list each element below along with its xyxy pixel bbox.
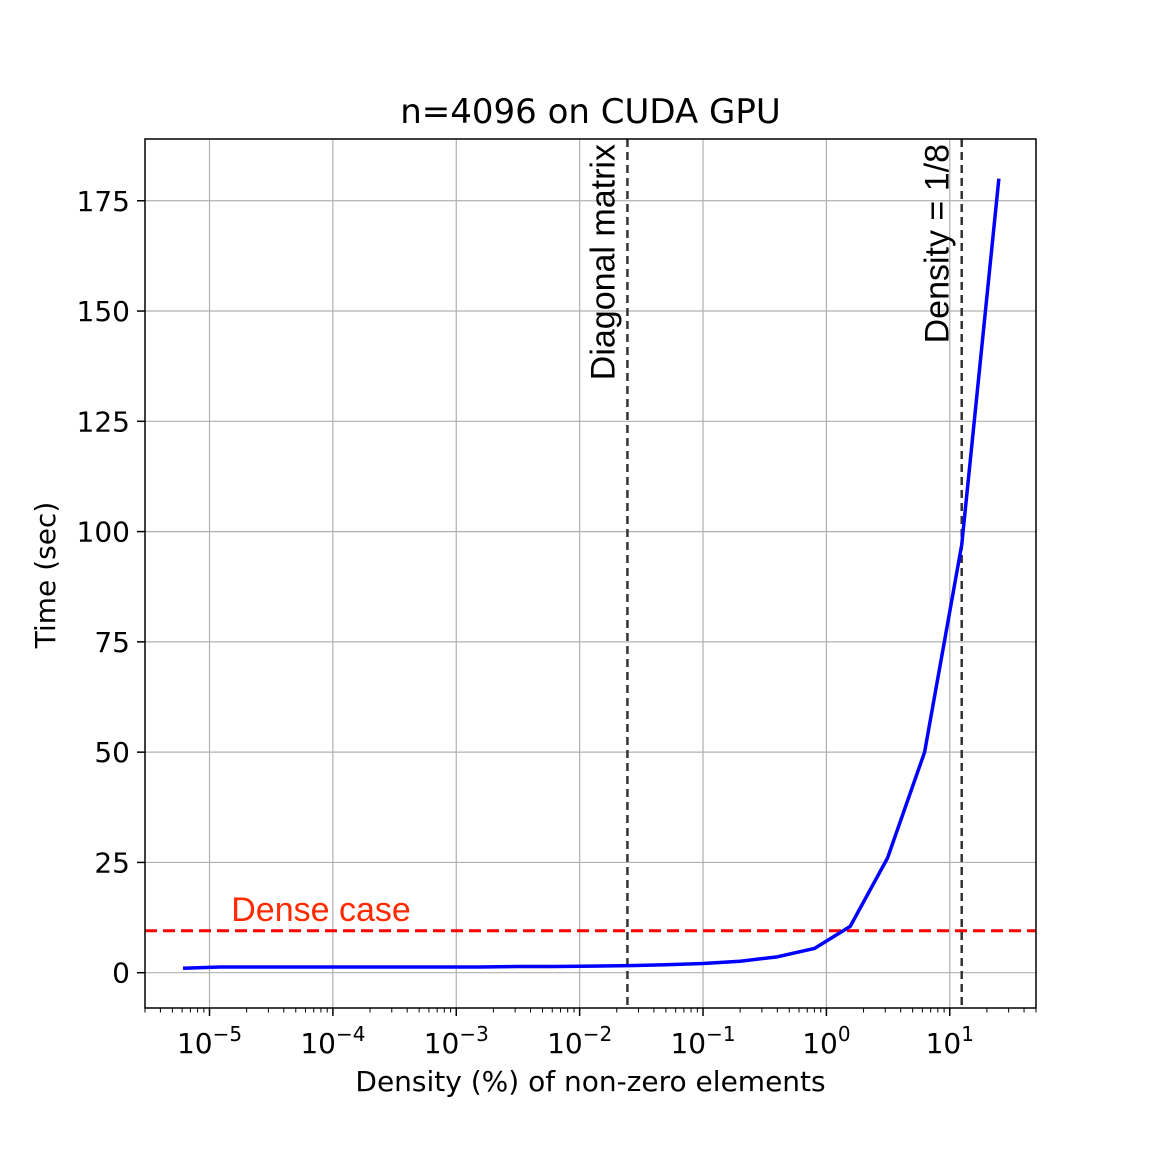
diagonal-matrix-label: Diagonal matrix [584, 144, 622, 380]
y-tick-label: 50 [94, 736, 130, 769]
x-tick-label: 100 [802, 1022, 850, 1060]
time-series-line [182, 178, 1001, 971]
chart-title: n=4096 on CUDA GPU [400, 92, 781, 132]
grid [145, 139, 1036, 1008]
density-one-eighth-label: Density = 1/8 [919, 144, 957, 343]
reference-lines: Dense case Diagonal matrix Density = 1/8 [145, 139, 1036, 1008]
y-tick-label: 125 [77, 405, 130, 438]
y-tick-label: 175 [77, 185, 130, 218]
dense-case-label: Dense case [231, 891, 411, 929]
x-tick-label: 10−4 [300, 1022, 365, 1060]
y-tick-label: 100 [77, 516, 130, 549]
x-tick-label: 10−2 [547, 1022, 612, 1060]
x-axis-label: Density (%) of non-zero elements [355, 1065, 825, 1098]
x-tick-label: 10−3 [424, 1022, 489, 1060]
plot-frame [144, 138, 1037, 1009]
y-axis-label: Time (sec) [29, 502, 62, 649]
x-tick-label: 101 [926, 1022, 974, 1060]
y-tick-label: 150 [77, 295, 130, 328]
x-tick-label: 10−5 [177, 1022, 242, 1060]
series-layer [182, 178, 1001, 971]
y-tick-label: 0 [112, 957, 130, 990]
x-tick-label: 10−1 [670, 1022, 735, 1060]
ticks: 10−5 10−4 10−3 10−2 10−1 100 101 0 25 50 75 100 125 1… [77, 185, 1037, 1060]
y-tick-label: 25 [94, 846, 130, 879]
y-tick-label: 75 [94, 626, 130, 659]
